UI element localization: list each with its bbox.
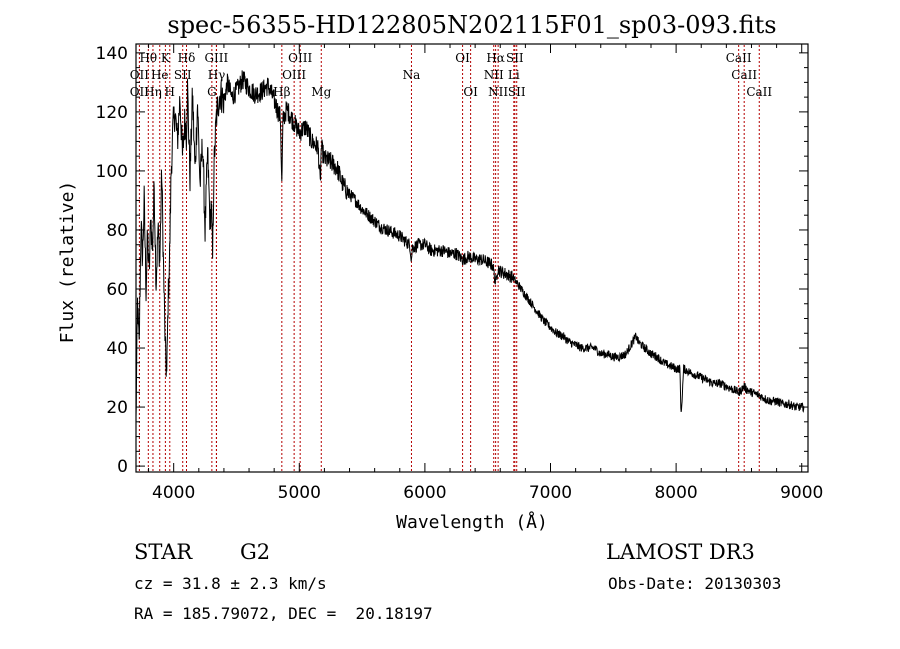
line-marker-label: OII — [130, 68, 150, 82]
series-layer — [135, 70, 805, 417]
line-marker-label: SII — [508, 85, 526, 99]
line-marker-label: Hθ — [139, 51, 157, 65]
line-marker-label: Li — [508, 68, 520, 82]
survey-name: LAMOST DR3 — [606, 540, 755, 564]
x-tick-label: 4000 — [152, 483, 195, 503]
y-tick-label: 140 — [96, 44, 128, 64]
line-marker-label: OI — [463, 85, 478, 99]
line-marker-label: SII — [174, 68, 192, 82]
x-tick-label: 7000 — [529, 483, 572, 503]
line-marker-label: NII — [484, 68, 504, 82]
x-axis-title: Wavelength (Å) — [396, 511, 548, 533]
line-marker-label: Hγ — [208, 68, 226, 82]
y-axis-title: Flux (relative) — [57, 181, 78, 344]
line-marker-label: SII — [506, 51, 524, 65]
line-marker-label: H — [165, 85, 175, 99]
y-tick-label: 0 — [117, 457, 128, 477]
y-tick-label: 60 — [106, 280, 128, 300]
line-marker-label: OIII — [282, 68, 306, 82]
line-marker-label: Hδ — [178, 51, 196, 65]
series-flux — [135, 70, 805, 417]
x-axis: 4000 5000 6000 7000 8000 9000 — [148, 44, 823, 503]
line-marker-label: G — [207, 85, 217, 99]
line-marker-label: Hα — [486, 51, 505, 65]
object-class: STAR — [134, 540, 193, 564]
x-tick-label: 5000 — [278, 483, 321, 503]
line-marker-label: GIII — [204, 51, 228, 65]
line-marker-label: K — [161, 51, 171, 65]
y-axis: 0 20 40 60 80 100 120 140 — [96, 44, 808, 477]
line-marker-label: CaII — [731, 68, 757, 82]
line-marker-label: He — [151, 68, 169, 82]
line-marker-label: OII — [130, 85, 150, 99]
plot-frame — [135, 43, 809, 473]
y-tick-label: 20 — [106, 398, 128, 418]
line-marker-label: CaII — [726, 51, 752, 65]
x-tick-label: 8000 — [654, 483, 697, 503]
line-marker-label: Na — [403, 68, 421, 82]
y-tick-label: 120 — [96, 103, 128, 123]
line-marker-label: Mg — [311, 85, 331, 99]
y-tick-label: 40 — [106, 339, 128, 359]
line-marker-label: Hβ — [273, 85, 290, 99]
x-tick-label: 9000 — [780, 483, 823, 503]
y-tick-label: 100 — [96, 162, 128, 182]
y-tick-label: 80 — [106, 221, 128, 241]
redshift-readout: cz = 31.8 ± 2.3 km/s — [134, 574, 327, 593]
line-marker-label: Hη — [144, 85, 162, 99]
coordinates: RA = 185.79072, DEC = 20.18197 — [134, 604, 433, 623]
line-marker-labels: HθOIIOIIHηHeKHHδSIIGGIIIHγHβOIIIOIIIMgNa… — [130, 51, 773, 99]
line-marker-label: CaII — [746, 85, 772, 99]
subclass: G2 — [240, 540, 271, 564]
obs-date: Obs-Date: 20130303 — [608, 574, 782, 593]
line-marker-label: NII — [488, 85, 508, 99]
line-marker-label: OIII — [288, 51, 312, 65]
line-markers — [138, 45, 760, 471]
x-tick-label: 6000 — [403, 483, 446, 503]
chart-title: spec-56355-HD122805N202115F01_sp03-093.f… — [167, 11, 776, 39]
line-marker-label: OI — [455, 51, 470, 65]
